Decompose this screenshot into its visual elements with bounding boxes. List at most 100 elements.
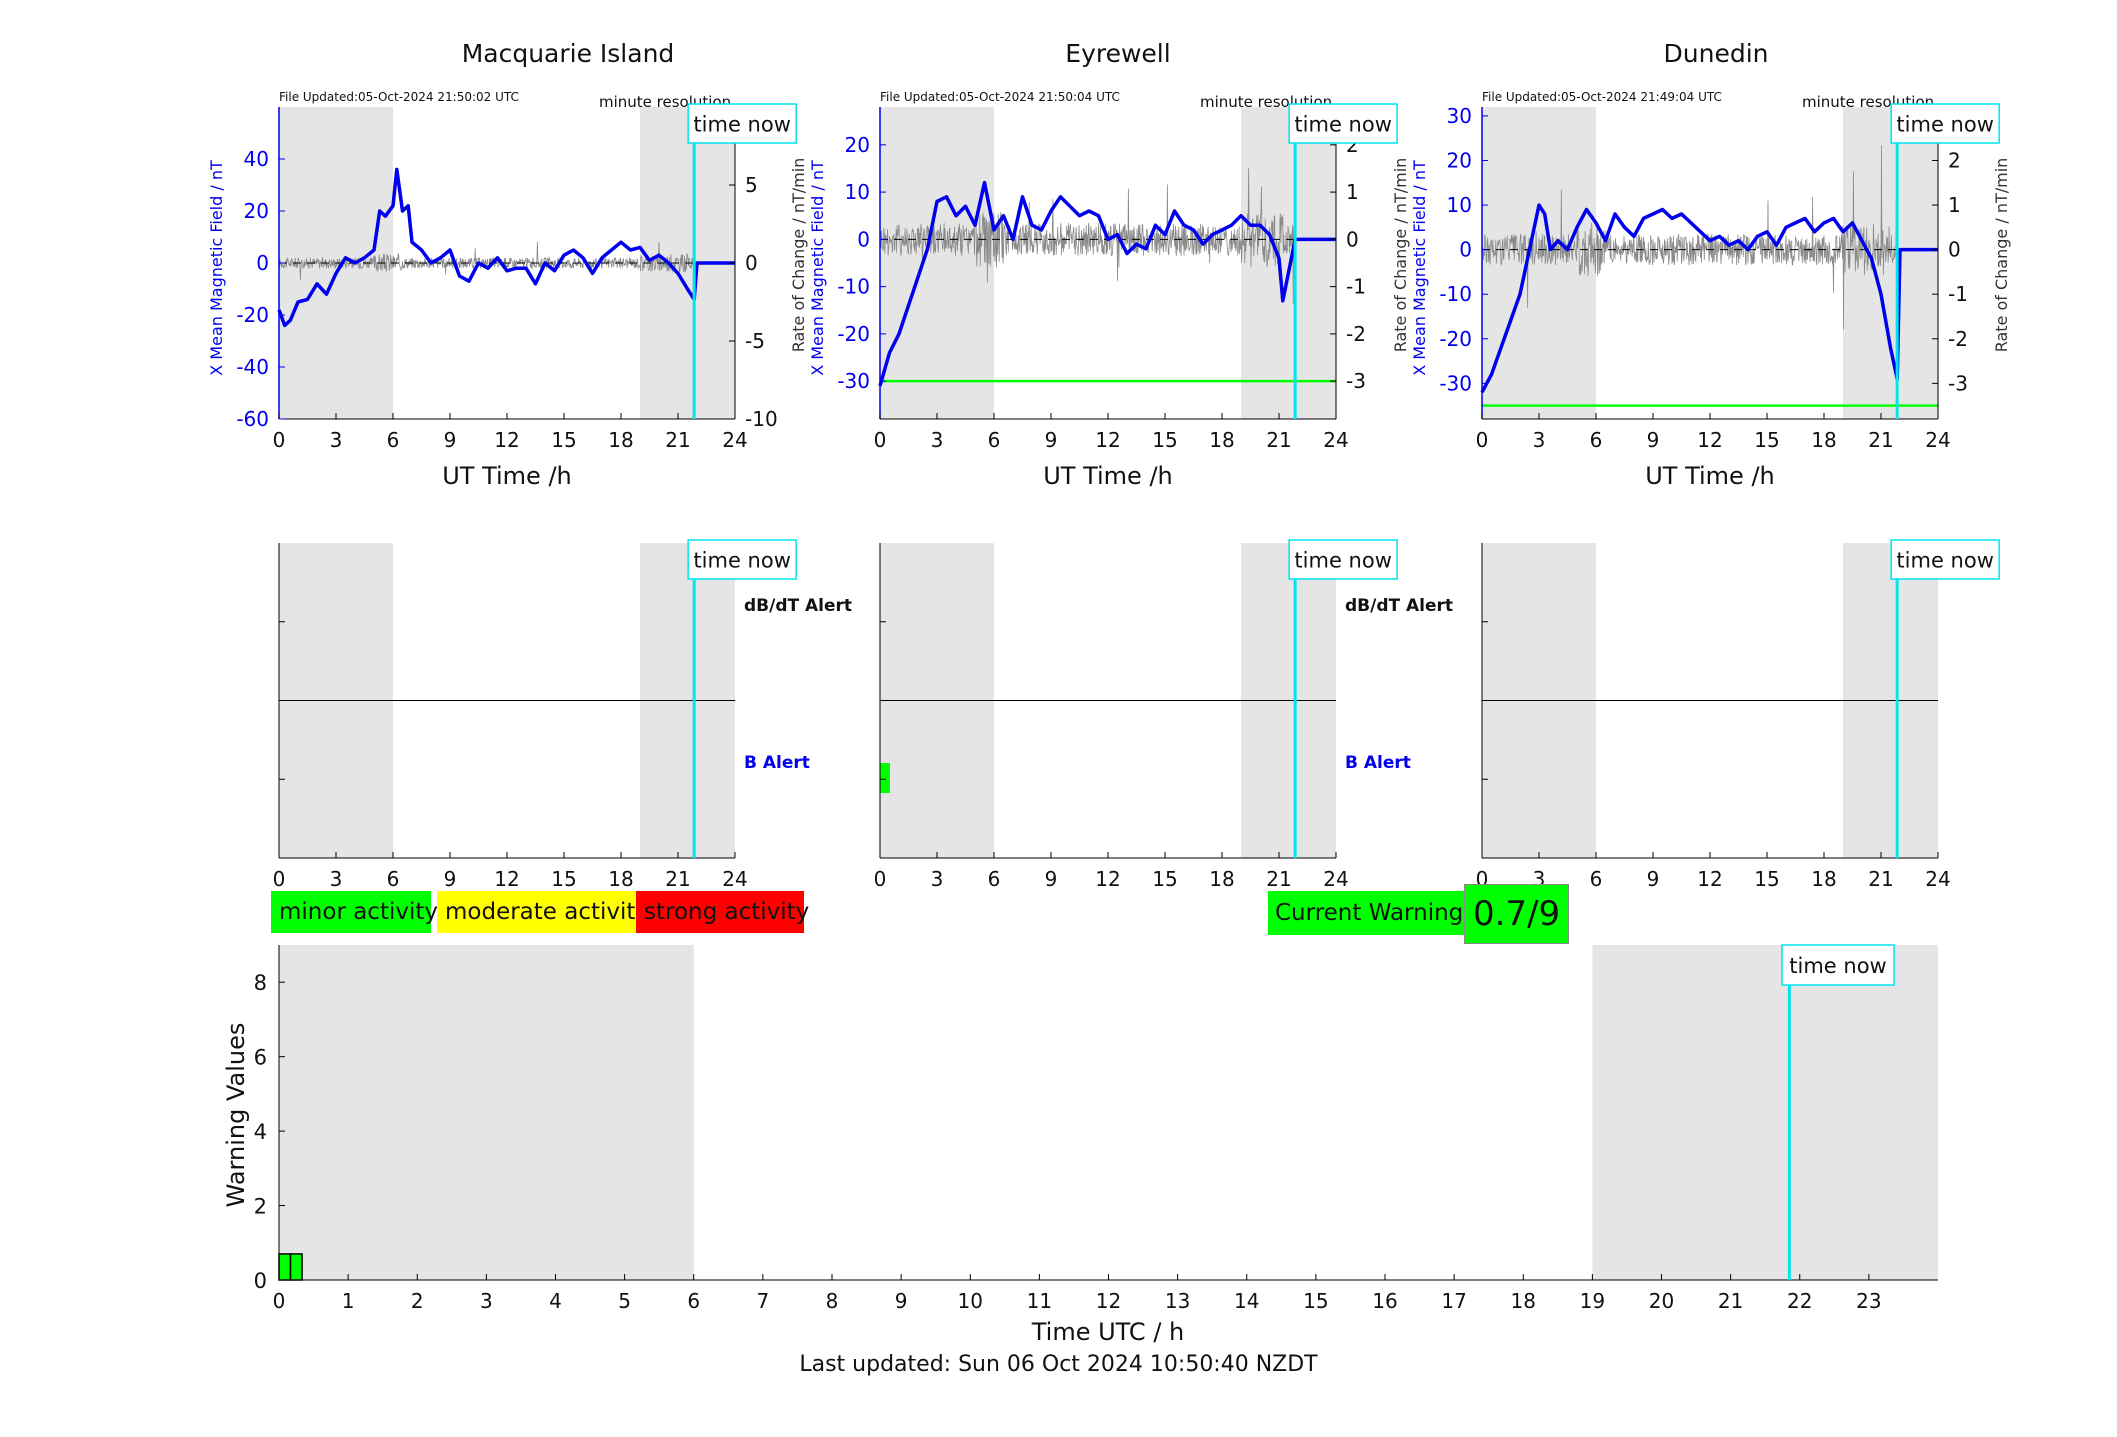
time-now-box — [1781, 944, 1895, 986]
x-tick-label: 3 — [931, 428, 944, 452]
x-tick-label: 18 — [1209, 428, 1234, 452]
x-axis-label: UT Time /h — [442, 462, 572, 490]
y-tick-label: 6 — [254, 1046, 267, 1070]
x-tick-label: 21 — [1868, 867, 1893, 891]
time-now-text: time now — [1896, 113, 1993, 137]
x-tick-label: 15 — [1754, 867, 1779, 891]
y-tick-label: -20 — [1439, 327, 1472, 351]
station-title: Dunedin — [1664, 39, 1769, 68]
night-shade — [1843, 107, 1938, 419]
x-tick-label: 14 — [1234, 1289, 1259, 1313]
rate-of-change-trace — [1481, 145, 1898, 330]
magnetic-field-trace — [1480, 203, 1938, 394]
night-shade — [880, 107, 994, 419]
x-tick-label: 21 — [665, 867, 690, 891]
b-alert-label: B Alert — [744, 753, 810, 773]
y-axis-label-right: Rate of Change / nT/min — [789, 158, 808, 353]
magnetic-field-trace — [277, 167, 735, 328]
y2-tick-label: -10 — [745, 407, 778, 431]
y2-tick-label: 0 — [1346, 227, 1359, 251]
x-tick-label: 15 — [551, 867, 576, 891]
x-tick-label: 18 — [1811, 428, 1836, 452]
legend-strong: strong activity — [636, 891, 809, 933]
y2-tick-label: 0 — [1948, 238, 1961, 262]
x-tick-label: 22 — [1787, 1289, 1812, 1313]
x-tick-label: 6 — [387, 867, 400, 891]
last-updated: Last updated: Sun 06 Oct 2024 10:50:40 N… — [799, 1352, 1318, 1377]
y-tick-label: 20 — [1447, 148, 1472, 172]
time-now-text: time now — [1294, 113, 1391, 137]
time-now-text: time now — [693, 549, 790, 573]
time-now-label: time now — [1890, 103, 2000, 144]
x-tick-label: 2 — [411, 1289, 424, 1313]
current-warning-label: Current Warning: — [1268, 891, 1479, 935]
station-title: Eyrewell — [1065, 39, 1170, 68]
x-tick-label: 6 — [387, 428, 400, 452]
x-tick-label: 3 — [1533, 428, 1546, 452]
time-now-box — [1890, 539, 2000, 580]
time-now-text: time now — [1294, 549, 1391, 573]
x-tick-label: 9 — [1045, 428, 1058, 452]
y-tick-label: 20 — [244, 199, 269, 223]
x-tick-label: 21 — [1266, 428, 1291, 452]
x-tick-label: 9 — [1647, 867, 1660, 891]
x-tick-label: 9 — [444, 428, 457, 452]
y2-tick-label: 1 — [1346, 180, 1359, 204]
x-axis-label: UT Time /h — [1043, 462, 1173, 490]
warning-x-axis-label: Time UTC / h — [1031, 1318, 1185, 1346]
x-tick-label: 9 — [1045, 867, 1058, 891]
night-shade — [279, 945, 694, 1280]
y2-tick-label: -3 — [1346, 369, 1366, 393]
time-now-text: time now — [1789, 954, 1886, 978]
x-tick-label: 6 — [988, 428, 1001, 452]
time-now-box — [1890, 103, 2000, 144]
x-tick-label: 24 — [722, 867, 747, 891]
x-tick-label: 4 — [549, 1289, 562, 1313]
y-tick-label: 0 — [256, 251, 269, 275]
x-tick-label: 3 — [480, 1289, 493, 1313]
x-tick-label: 5 — [618, 1289, 631, 1313]
x-tick-label: 6 — [1590, 428, 1603, 452]
x-tick-label: 0 — [874, 428, 887, 452]
x-tick-label: 12 — [1096, 1289, 1121, 1313]
y2-tick-label: -1 — [1346, 275, 1366, 299]
y2-tick-label: -2 — [1948, 327, 1968, 351]
x-tick-label: 24 — [722, 428, 747, 452]
x-tick-label: 12 — [1095, 428, 1120, 452]
x-tick-label: 24 — [1323, 428, 1348, 452]
x-tick-label: 0 — [874, 867, 887, 891]
x-tick-label: 12 — [494, 867, 519, 891]
time-now-label: time now — [1781, 944, 1895, 986]
time-now-box — [1288, 539, 1398, 580]
y-tick-label: -30 — [837, 369, 870, 393]
y-tick-label: 30 — [1447, 104, 1472, 128]
y-tick-label: 8 — [254, 971, 267, 995]
y-axis-label-left: X Mean Magnetic Field / nT — [808, 160, 827, 376]
time-now-text: time now — [693, 113, 790, 137]
x-tick-label: 6 — [687, 1289, 700, 1313]
x-tick-label: 16 — [1372, 1289, 1397, 1313]
b-alert-label: B Alert — [1345, 753, 1411, 773]
x-tick-label: 13 — [1165, 1289, 1190, 1313]
legend-minor: minor activity — [271, 891, 438, 933]
y-tick-label: -40 — [236, 355, 269, 379]
y-tick-label: -10 — [837, 275, 870, 299]
y-tick-label: 0 — [1459, 238, 1472, 262]
x-tick-label: 3 — [330, 428, 343, 452]
x-tick-label: 8 — [826, 1289, 839, 1313]
file-updated: File Updated:05-Oct-2024 21:49:04 UTC — [1482, 90, 1722, 104]
x-tick-label: 12 — [1697, 867, 1722, 891]
y-tick-label: -60 — [236, 407, 269, 431]
x-tick-label: 15 — [1303, 1289, 1328, 1313]
y-tick-label: 40 — [244, 147, 269, 171]
x-tick-label: 12 — [494, 428, 519, 452]
legend-moderate: moderate activity — [437, 891, 649, 933]
x-tick-label: 12 — [1697, 428, 1722, 452]
y-axis-label-left: X Mean Magnetic Field / nT — [207, 160, 226, 376]
y-tick-label: 0 — [254, 1269, 267, 1293]
warning-bar — [278, 1253, 292, 1281]
y-tick-label: 10 — [1447, 193, 1472, 217]
x-tick-label: 9 — [444, 867, 457, 891]
magnetic-field-trace — [878, 180, 1336, 387]
station-title: Macquarie Island — [462, 39, 675, 68]
